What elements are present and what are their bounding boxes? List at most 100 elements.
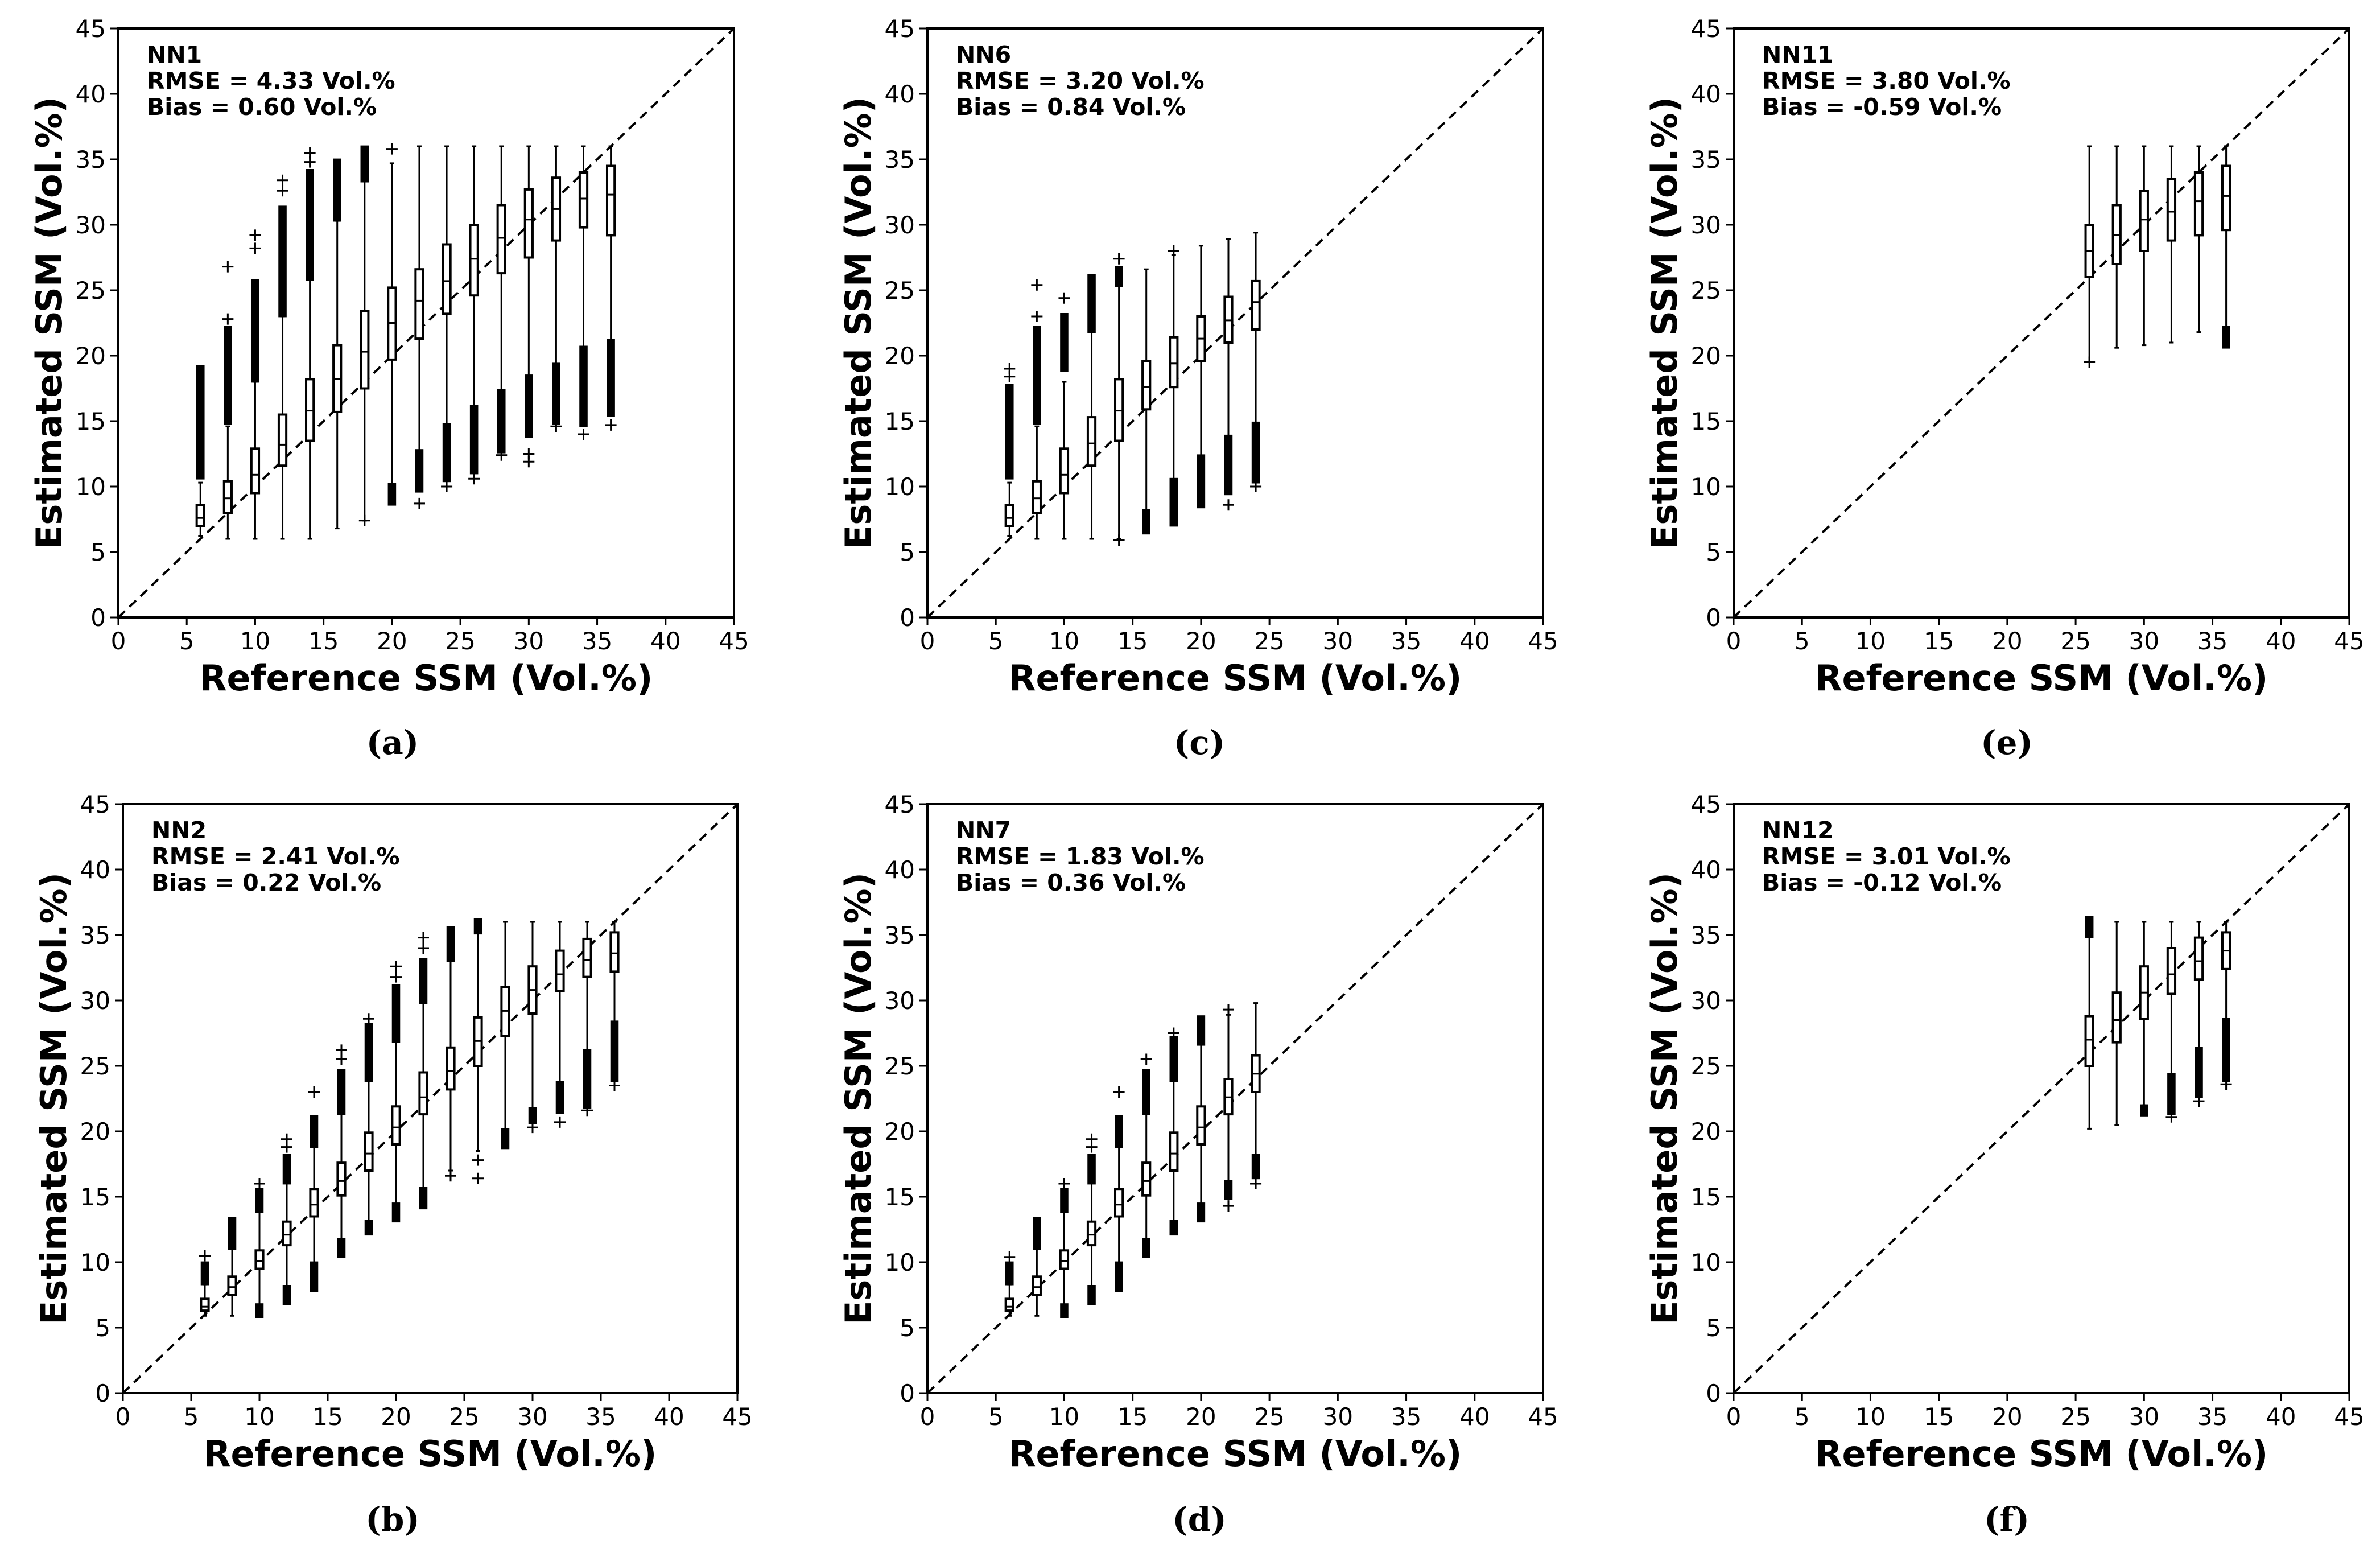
box-iqr: [2221, 164, 2231, 232]
y-tick-label: 40: [76, 80, 106, 108]
y-tick-label: 25: [76, 277, 106, 304]
outlier-marker: [2220, 1078, 2232, 1090]
outlier-band: [306, 169, 314, 281]
outlier-band: [2222, 1018, 2230, 1082]
outlier-marker: [308, 1086, 320, 1098]
box-x12: [1086, 274, 1097, 540]
y-tick-label: 5: [90, 538, 106, 566]
outlier-band: [1197, 1202, 1206, 1223]
x-tick-label: 5: [1795, 627, 1810, 655]
box-iqr: [277, 413, 288, 467]
box-iqr: [364, 1131, 374, 1172]
y-tick-label: 15: [885, 407, 915, 435]
box-x24: [1250, 232, 1262, 492]
y-tick-label: 45: [80, 790, 110, 818]
y-tick-label: 35: [80, 921, 110, 949]
box-x8: [222, 261, 234, 540]
y-tick-label: 25: [885, 277, 915, 304]
box-x30: [527, 921, 538, 1134]
box-x16: [336, 1044, 347, 1258]
box-iqr: [523, 188, 534, 259]
y-tick-label: 5: [1706, 538, 1721, 566]
box-iqr: [605, 164, 616, 237]
y-tick-label: 10: [885, 1249, 915, 1276]
x-axis-label: Reference SSM (Vol.%): [204, 1433, 657, 1474]
outlier-band: [610, 1020, 619, 1082]
outlier-band: [1060, 313, 1069, 372]
box-x34: [581, 921, 593, 1117]
outlier-marker: [1058, 292, 1070, 304]
outlier-band: [1060, 1188, 1069, 1213]
y-tick-label: 35: [885, 921, 915, 949]
outlier-marker: [222, 261, 234, 273]
outlier-band: [419, 1187, 428, 1210]
outlier-marker: [413, 497, 425, 509]
y-tick-label: 10: [1691, 473, 1721, 501]
outlier-band: [1251, 421, 1260, 484]
box-x6: [195, 365, 205, 537]
outlier-band: [255, 1188, 264, 1213]
box-iqr: [227, 1275, 237, 1296]
box-x12: [1086, 1133, 1098, 1305]
outlier-band: [1115, 266, 1123, 287]
box-iqr: [2166, 178, 2177, 242]
box-iqr: [1141, 360, 1152, 411]
box-x14: [304, 147, 316, 540]
box-x32: [550, 145, 562, 432]
x-tick-label: 10: [244, 1403, 274, 1431]
bias-label: Bias = 0.84 Vol.%: [956, 93, 1186, 121]
outlier-band: [415, 449, 424, 493]
plot-frame: [926, 803, 1544, 1394]
box-x28: [2111, 145, 2122, 349]
y-tick-label: 25: [80, 1052, 110, 1080]
outlier-band: [387, 483, 397, 506]
x-tick-label: 5: [184, 1403, 199, 1431]
x-tick-label: 5: [179, 627, 195, 655]
outlier-band: [1115, 1261, 1123, 1292]
panel-caption: (c): [1174, 723, 1225, 762]
box-iqr: [250, 447, 261, 495]
outlier-marker: [441, 481, 453, 492]
one-to-one-line: [926, 27, 1544, 619]
y-tick-label: 10: [885, 473, 915, 501]
x-tick-label: 35: [582, 627, 612, 655]
box-iqr: [309, 1188, 319, 1218]
y-tick-label: 20: [1691, 1118, 1721, 1146]
y-axis-label: Estimated SSM (Vol.%): [1644, 97, 1685, 549]
outlier-band: [2167, 1073, 2176, 1115]
y-tick-label: 15: [76, 407, 106, 435]
x-axis-label: Reference SSM (Vol.%): [1009, 657, 1462, 699]
y-tick-label: 40: [1691, 856, 1721, 884]
box-x24: [441, 145, 453, 492]
outlier-band: [469, 405, 479, 475]
box-x16: [332, 158, 343, 530]
x-tick-label: 30: [517, 1403, 547, 1431]
box-iqr: [1004, 1297, 1014, 1312]
outlier-band: [224, 326, 232, 425]
outlier-band: [446, 926, 455, 962]
outlier-band: [1087, 274, 1096, 333]
outlier-marker: [1113, 1086, 1125, 1098]
box-x10: [254, 1178, 265, 1318]
outlier-band: [1224, 434, 1233, 496]
y-tick-label: 0: [1706, 604, 1721, 632]
box-iqr: [446, 1046, 456, 1091]
outlier-band: [360, 145, 369, 183]
rmse-label: RMSE = 3.80 Vol.%: [1762, 67, 2011, 94]
outlier-band: [1197, 1015, 1206, 1046]
box-x10: [1058, 1178, 1070, 1318]
x-tick-label: 45: [1528, 1403, 1558, 1431]
box-x10: [1058, 292, 1070, 540]
one-to-one-line: [926, 803, 1544, 1394]
outlier-marker: [1250, 1178, 1262, 1189]
outlier-band: [200, 1261, 209, 1286]
outlier-marker: [609, 1080, 620, 1091]
box-x30: [2139, 145, 2149, 347]
box-iqr: [2111, 991, 2122, 1044]
x-tick-label: 10: [1855, 1403, 1886, 1431]
panel-caption: (d): [1172, 1500, 1226, 1539]
panel-caption: (f): [1984, 1500, 2030, 1539]
outlier-marker: [1004, 1251, 1016, 1263]
outlier-marker: [554, 1116, 566, 1128]
panel-nn6: 005510101515202025253030353540404545NN6R…: [838, 15, 1558, 762]
